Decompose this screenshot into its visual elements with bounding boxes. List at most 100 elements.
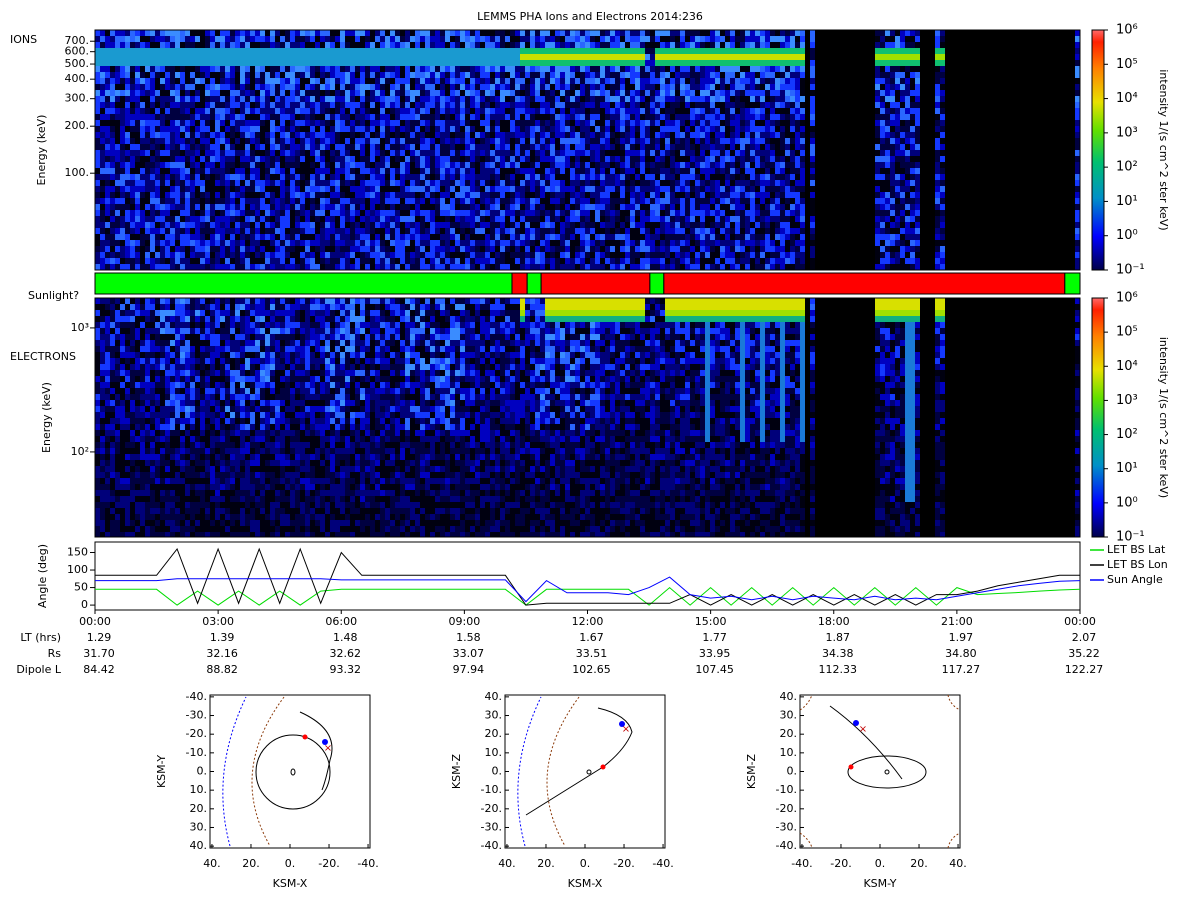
spectrogram-cell bbox=[285, 84, 290, 90]
spectrogram-cell bbox=[355, 216, 360, 222]
spectrogram-cell bbox=[345, 246, 350, 252]
spectrogram-cell bbox=[330, 174, 335, 180]
spectrogram-cell bbox=[455, 252, 460, 258]
spectrogram-cell bbox=[515, 132, 520, 138]
spectrogram-cell bbox=[155, 48, 160, 54]
spectrogram-cell bbox=[395, 126, 400, 132]
spectrogram-cell bbox=[235, 90, 240, 96]
spectrogram-cell bbox=[340, 84, 345, 90]
spectrogram-cell bbox=[245, 174, 250, 180]
spectrogram-cell bbox=[425, 222, 430, 228]
spectrogram-cell bbox=[180, 66, 185, 72]
spectrogram-cell bbox=[385, 216, 390, 222]
spectrogram-cell bbox=[255, 30, 260, 36]
spectrogram-cell bbox=[245, 228, 250, 234]
spectrogram-cell bbox=[255, 246, 260, 252]
spectrogram-cell bbox=[245, 108, 250, 114]
spectrogram-cell bbox=[595, 198, 600, 204]
spectrogram-cell bbox=[175, 240, 180, 246]
spectrogram-cell bbox=[230, 120, 235, 126]
spectrogram-cell bbox=[425, 216, 430, 222]
spectrogram-cell bbox=[385, 180, 390, 186]
spectrogram-cell bbox=[660, 120, 665, 126]
spectrogram-cell bbox=[185, 192, 190, 198]
spectrogram-cell bbox=[130, 216, 135, 222]
spectrogram-cell bbox=[390, 66, 395, 72]
spectrogram-cell bbox=[615, 210, 620, 216]
spectrogram-cell bbox=[405, 108, 410, 114]
spectrogram-cell bbox=[375, 162, 380, 168]
spectrogram-cell bbox=[505, 48, 510, 54]
spectrogram-cell bbox=[335, 192, 340, 198]
spectrogram-cell bbox=[600, 192, 605, 198]
spectrogram-cell bbox=[495, 144, 500, 150]
spectrogram-cell bbox=[675, 120, 680, 126]
spectrogram-cell bbox=[215, 126, 220, 132]
spectrogram-cell bbox=[330, 132, 335, 138]
spectrogram-cell bbox=[480, 84, 485, 90]
spectrogram-cell bbox=[165, 42, 170, 48]
spectrogram-cell bbox=[555, 246, 560, 252]
spectrogram-cell bbox=[535, 264, 540, 270]
spectrogram-cell bbox=[705, 210, 710, 216]
spectrogram-cell bbox=[135, 204, 140, 210]
spectrogram-cell bbox=[515, 192, 520, 198]
spectrogram-cell bbox=[250, 192, 255, 198]
spectrogram-cell bbox=[580, 84, 585, 90]
spectrogram-cell bbox=[565, 138, 570, 144]
spectrogram-cell bbox=[285, 114, 290, 120]
spectrogram-cell bbox=[430, 216, 435, 222]
spectrogram-cell bbox=[675, 192, 680, 198]
spectrogram-cell bbox=[330, 222, 335, 228]
spectrogram-cell bbox=[450, 102, 455, 108]
spectrogram-cell bbox=[190, 66, 195, 72]
spectrogram-cell bbox=[205, 54, 210, 60]
spectrogram-cell bbox=[535, 168, 540, 174]
spectrogram-cell bbox=[365, 84, 370, 90]
spectrogram-cell bbox=[320, 72, 325, 78]
spectrogram-cell bbox=[615, 30, 620, 36]
spectrogram-cell bbox=[185, 252, 190, 258]
spectrogram-cell bbox=[545, 204, 550, 210]
spectrogram-cell bbox=[185, 180, 190, 186]
spectrogram-cell bbox=[380, 246, 385, 252]
spectrogram-cell bbox=[540, 180, 545, 186]
spectrogram-cell bbox=[305, 54, 310, 60]
spectrogram-cell bbox=[160, 258, 165, 264]
spectrogram-cell bbox=[715, 60, 720, 66]
spectrogram-cell bbox=[580, 204, 585, 210]
spectrogram-cell bbox=[640, 246, 645, 252]
spectrogram-cell bbox=[260, 192, 265, 198]
spectrogram-cell bbox=[120, 198, 125, 204]
spectrogram-cell bbox=[250, 48, 255, 54]
spectrogram-cell bbox=[265, 72, 270, 78]
spectrogram-cell bbox=[465, 90, 470, 96]
spectrogram-cell bbox=[560, 240, 565, 246]
spectrogram-cell bbox=[560, 132, 565, 138]
spectrogram-cell bbox=[700, 96, 705, 102]
spectrogram-cell bbox=[375, 30, 380, 36]
spectrogram-cell bbox=[355, 54, 360, 60]
spectrogram-cell bbox=[290, 114, 295, 120]
spectrogram-cell bbox=[615, 48, 620, 54]
spectrogram-cell bbox=[140, 96, 145, 102]
spectrogram-cell bbox=[590, 222, 595, 228]
spectrogram-cell bbox=[160, 66, 165, 72]
spectrogram-cell bbox=[135, 36, 140, 42]
spectrogram-cell bbox=[190, 126, 195, 132]
spectrogram-cell bbox=[275, 60, 280, 66]
spectrogram-cell bbox=[95, 258, 100, 264]
spectrogram-cell bbox=[120, 138, 125, 144]
spectrogram-cell bbox=[160, 156, 165, 162]
spectrogram-cell bbox=[415, 240, 420, 246]
spectrogram-cell bbox=[330, 42, 335, 48]
spectrogram-cell bbox=[300, 72, 305, 78]
spectrogram-cell bbox=[440, 66, 445, 72]
spectrogram-cell bbox=[200, 252, 205, 258]
spectrogram-cell bbox=[590, 210, 595, 216]
spectrogram-cell bbox=[165, 96, 170, 102]
spectrogram-cell bbox=[150, 102, 155, 108]
spectrogram-cell bbox=[275, 198, 280, 204]
spectrogram-cell bbox=[645, 60, 650, 66]
spectrogram-cell bbox=[205, 264, 210, 270]
